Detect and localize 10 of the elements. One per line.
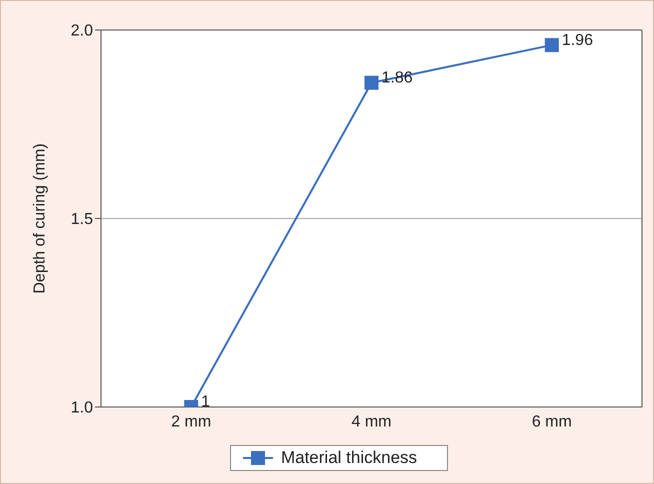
legend-label: Material thickness (280, 448, 418, 468)
x-tick-label: 2 mm (171, 413, 212, 430)
y-axis-title: Depth of curing (mm) (32, 143, 49, 294)
data-label: 1 (201, 394, 210, 411)
x-tick-label: 6 mm (532, 413, 572, 430)
y-tick-label: 1.0 (70, 400, 94, 417)
data-label: 1.96 (562, 32, 594, 49)
y-tick-label: 1.5 (70, 211, 94, 228)
y-tick-label: 2.0 (70, 22, 94, 40)
x-tick-label: 4 mm (352, 413, 392, 430)
